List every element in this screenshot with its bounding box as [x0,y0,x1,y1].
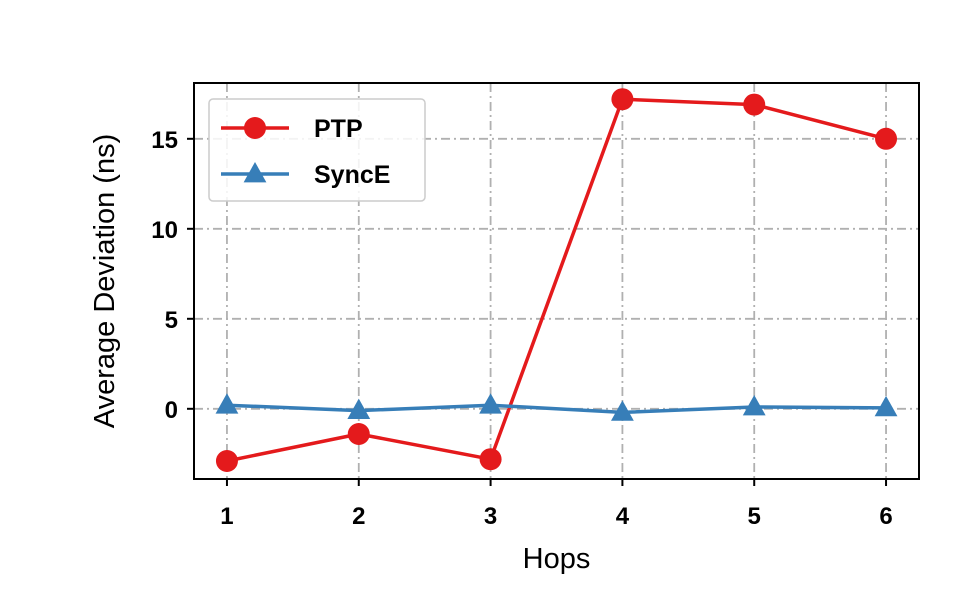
data-point-ptp [743,93,766,116]
series-line-synce [226,403,887,415]
legend: PTP SyncE [208,98,426,202]
y-tick-label: 0 [165,397,178,424]
x-tick-label: 2 [352,503,365,530]
y-axis-title: Average Deviation (ns) [89,134,121,428]
series-layer [215,88,898,472]
legend-marker-ptp [244,117,266,139]
y-tick-label: 15 [151,127,178,154]
x-axis-title: Hops [523,543,591,575]
y-tick-label: 10 [151,217,178,244]
data-point-synce [611,400,634,421]
data-point-ptp [611,88,634,111]
data-point-synce [479,393,502,414]
data-point-synce [874,395,898,417]
axis-ticks: 1 2 3 4 5 6 0 5 10 15 [151,127,892,530]
data-point-ptp [875,127,898,150]
data-point-synce [742,395,766,416]
data-point-ptp [479,448,502,471]
y-tick-label: 5 [165,307,178,334]
data-point-synce [347,398,371,419]
x-tick-label: 5 [748,503,761,530]
x-tick-label: 6 [879,503,892,530]
x-tick-label: 1 [220,503,233,530]
data-point-synce [215,393,239,414]
legend-marker-synce [243,162,267,183]
x-tick-label: 4 [616,503,630,530]
legend-label-ptp: PTP [314,115,363,143]
x-tick-label: 3 [484,503,497,530]
legend-label-synce: SyncE [314,161,390,189]
data-point-ptp [215,450,238,472]
plot-area-frame [193,82,920,480]
series-line-ptp [226,97,887,463]
data-point-ptp [347,423,370,445]
